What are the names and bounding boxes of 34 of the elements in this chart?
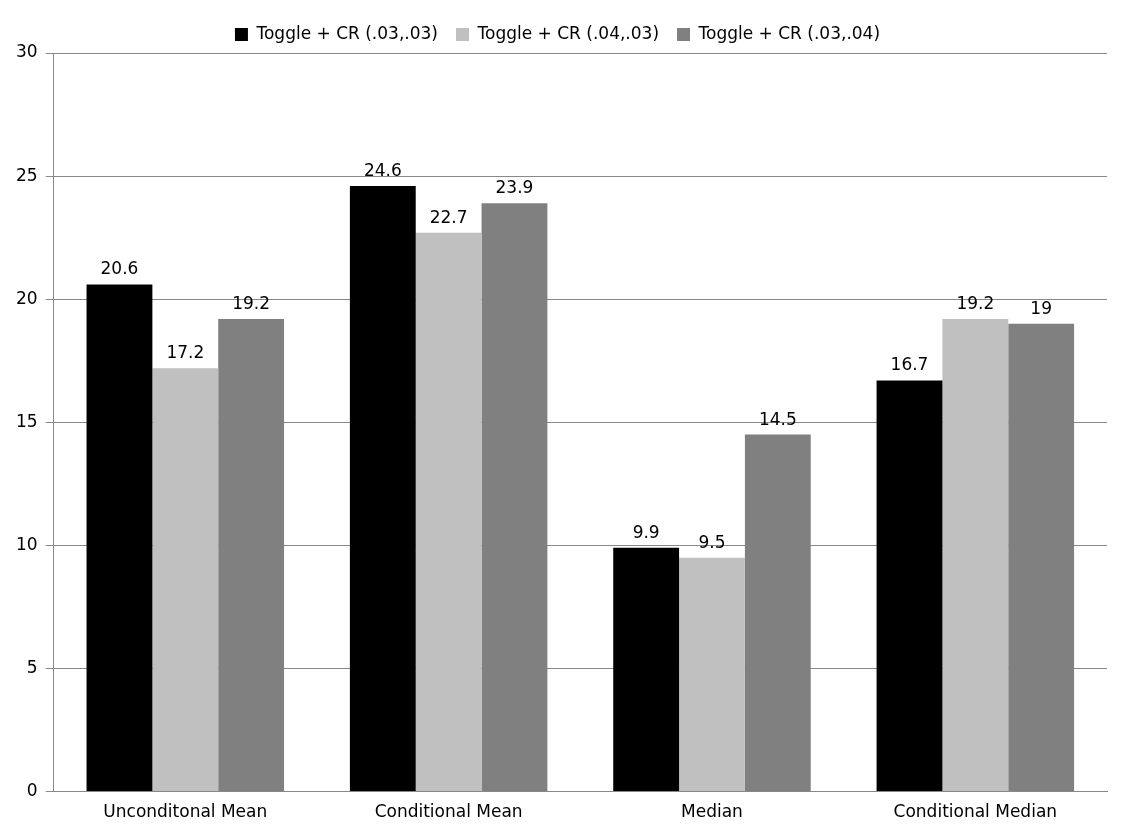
bar xyxy=(679,557,745,792)
bar xyxy=(86,284,153,792)
x-tick-label: Conditional Mean xyxy=(374,801,523,822)
data-label: 19 xyxy=(1030,297,1052,318)
data-label: 17.2 xyxy=(166,342,205,363)
data-label: 24.6 xyxy=(363,159,402,180)
data-label: 9.5 xyxy=(698,531,726,552)
bar xyxy=(152,368,219,792)
bar xyxy=(613,547,680,792)
y-tick-label: 10 xyxy=(15,533,38,554)
x-tick-label: Unconditonal Mean xyxy=(103,801,268,822)
data-label: 16.7 xyxy=(890,354,929,375)
data-label: 22.7 xyxy=(429,206,468,227)
data-label: 14.5 xyxy=(758,408,797,429)
legend-label: Toggle + CR (.03,.03) xyxy=(255,22,438,43)
x-tick-label: Conditional Median xyxy=(893,801,1058,822)
bar xyxy=(415,232,482,792)
legend-label: Toggle + CR (.03,.04) xyxy=(697,22,881,43)
y-tick-label: 20 xyxy=(15,287,38,308)
data-label: 19.2 xyxy=(956,292,995,313)
y-tick-label: 5 xyxy=(26,656,38,677)
data-label: 9.9 xyxy=(632,521,660,542)
y-tick-label: 15 xyxy=(15,410,38,431)
data-label: 19.2 xyxy=(232,292,271,313)
bar xyxy=(349,185,416,792)
y-tick-label: 25 xyxy=(15,164,38,185)
y-tick-label: 30 xyxy=(15,41,38,62)
y-tick-label: 0 xyxy=(26,780,38,801)
bar xyxy=(876,380,943,792)
data-label: 23.9 xyxy=(495,177,534,198)
bar xyxy=(942,318,1009,792)
legend-label: Toggle + CR (.04,.03) xyxy=(476,22,660,43)
x-tick-label: Median xyxy=(681,801,743,822)
data-label: 20.6 xyxy=(100,258,139,279)
